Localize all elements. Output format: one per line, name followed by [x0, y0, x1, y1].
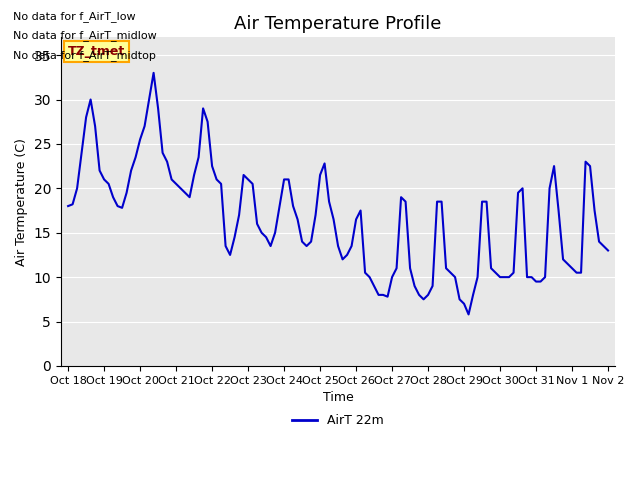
Text: TZ_tmet: TZ_tmet [68, 45, 125, 58]
Text: No data for f_AirT_midlow: No data for f_AirT_midlow [13, 30, 157, 41]
Text: No data for f_AirT_midtop: No data for f_AirT_midtop [13, 49, 156, 60]
Y-axis label: Air Termperature (C): Air Termperature (C) [15, 138, 28, 265]
Legend: AirT 22m: AirT 22m [287, 409, 389, 432]
X-axis label: Time: Time [323, 391, 353, 404]
Title: Air Temperature Profile: Air Temperature Profile [234, 15, 442, 33]
Text: No data for f_AirT_low: No data for f_AirT_low [13, 11, 136, 22]
